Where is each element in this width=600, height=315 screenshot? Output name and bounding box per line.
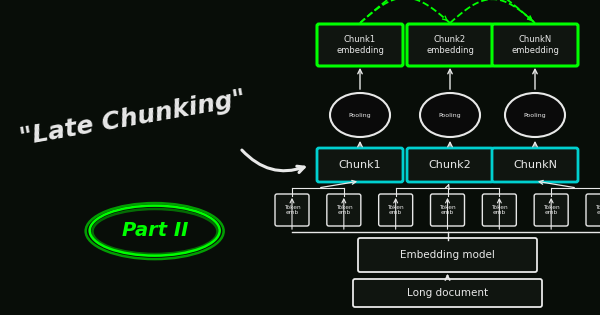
Text: Token
emb: Token emb	[595, 205, 600, 215]
FancyBboxPatch shape	[317, 24, 403, 66]
FancyBboxPatch shape	[407, 24, 493, 66]
Text: Chunk2: Chunk2	[428, 160, 472, 170]
Ellipse shape	[505, 93, 565, 137]
FancyBboxPatch shape	[327, 194, 361, 226]
Text: Token
emb: Token emb	[491, 205, 508, 215]
Text: Chunk2
embedding: Chunk2 embedding	[426, 35, 474, 55]
Text: Token
emb: Token emb	[439, 205, 456, 215]
FancyBboxPatch shape	[492, 24, 578, 66]
Text: Token
emb: Token emb	[388, 205, 404, 215]
Text: Chunk1: Chunk1	[338, 160, 382, 170]
Text: Pooling: Pooling	[349, 112, 371, 117]
Text: Part II: Part II	[122, 220, 188, 239]
FancyBboxPatch shape	[379, 194, 413, 226]
FancyBboxPatch shape	[586, 194, 600, 226]
Text: Long document: Long document	[407, 288, 488, 298]
FancyBboxPatch shape	[407, 148, 493, 182]
FancyBboxPatch shape	[492, 148, 578, 182]
Text: Pooling: Pooling	[439, 112, 461, 117]
FancyBboxPatch shape	[317, 148, 403, 182]
FancyBboxPatch shape	[534, 194, 568, 226]
Ellipse shape	[420, 93, 480, 137]
FancyBboxPatch shape	[431, 194, 464, 226]
FancyBboxPatch shape	[275, 194, 309, 226]
Text: Token
emb: Token emb	[335, 205, 352, 215]
Text: "Late Chunking": "Late Chunking"	[18, 86, 248, 150]
Text: Token
emb: Token emb	[284, 205, 301, 215]
Text: Token
emb: Token emb	[543, 205, 559, 215]
FancyBboxPatch shape	[482, 194, 517, 226]
Ellipse shape	[330, 93, 390, 137]
FancyBboxPatch shape	[353, 279, 542, 307]
Text: ChunkN
embedding: ChunkN embedding	[511, 35, 559, 55]
Text: Pooling: Pooling	[524, 112, 547, 117]
Text: ChunkN: ChunkN	[513, 160, 557, 170]
Text: Embedding model: Embedding model	[400, 250, 495, 260]
Text: Chunk1
embedding: Chunk1 embedding	[336, 35, 384, 55]
FancyBboxPatch shape	[358, 238, 537, 272]
